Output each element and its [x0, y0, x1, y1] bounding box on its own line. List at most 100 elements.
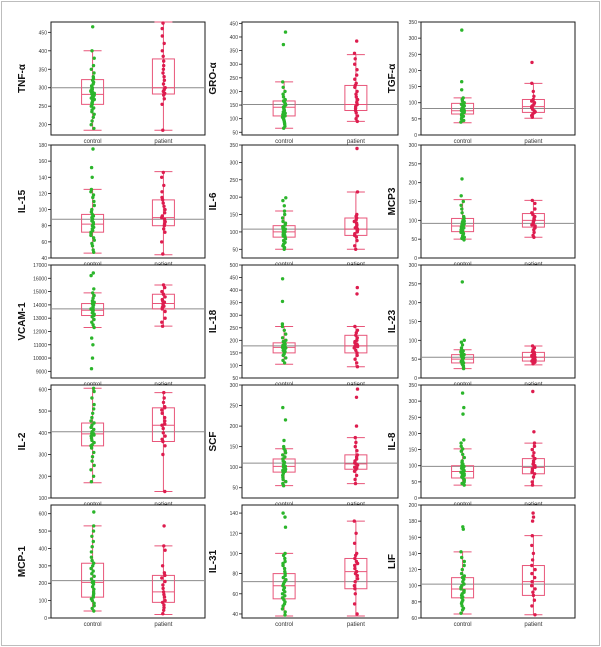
- y-tick-label: 300: [230, 383, 239, 389]
- y-tick-label: 11000: [33, 343, 47, 349]
- data-point: [283, 610, 287, 614]
- data-point: [161, 426, 165, 431]
- data-point: [89, 190, 93, 194]
- series-control: control: [81, 510, 105, 628]
- data-point: [163, 489, 167, 494]
- data-point: [352, 541, 357, 545]
- y-tick-label: 350: [39, 67, 48, 73]
- data-point: [160, 26, 164, 31]
- data-point: [533, 613, 537, 617]
- data-point: [460, 88, 464, 92]
- y-tick-label: 450: [230, 21, 239, 27]
- y-tick-label: 250: [230, 178, 239, 184]
- y-tick-label: 500: [39, 529, 48, 535]
- y-axis-label: GRO-α: [208, 62, 219, 95]
- data-point: [89, 367, 94, 371]
- series-control: control: [272, 511, 296, 628]
- x-category-label: control: [454, 139, 472, 145]
- y-tick-label: 300: [39, 86, 48, 92]
- data-point: [283, 556, 287, 561]
- data-point: [280, 277, 285, 281]
- data-point: [91, 343, 95, 347]
- series-control: control: [451, 28, 475, 145]
- y-tick-label: 80: [232, 572, 238, 578]
- data-point: [531, 89, 535, 94]
- data-point: [89, 233, 93, 238]
- data-point: [89, 67, 94, 72]
- data-point: [284, 196, 288, 200]
- data-point: [533, 201, 537, 206]
- data-point: [353, 566, 357, 571]
- data-point: [91, 296, 95, 300]
- data-point: [353, 77, 357, 81]
- data-point: [353, 85, 357, 90]
- y-tick-label: 200: [230, 338, 239, 344]
- data-point: [355, 97, 360, 102]
- data-point: [162, 608, 166, 612]
- y-axis-label: IL-8: [387, 432, 398, 450]
- data-point: [92, 510, 96, 514]
- series-patient: patient: [344, 387, 368, 508]
- y-tick-label: 300: [409, 143, 418, 149]
- data-point: [163, 419, 167, 423]
- data-point: [281, 42, 286, 47]
- y-axis-label: VCAM-1: [17, 302, 28, 341]
- data-point: [91, 291, 95, 295]
- y-tick-label: 100: [230, 363, 239, 369]
- data-point: [353, 62, 357, 66]
- data-point: [162, 75, 166, 79]
- data-point: [162, 224, 166, 228]
- data-point: [161, 71, 165, 75]
- y-tick-label: 150: [230, 103, 239, 109]
- y-tick-label: 350: [230, 143, 239, 149]
- data-point: [281, 484, 286, 488]
- y-tick-label: 200: [230, 195, 239, 201]
- data-point: [281, 353, 285, 358]
- y-tick-label: 120: [39, 191, 48, 197]
- plot-frame: [420, 21, 576, 136]
- data-point: [92, 587, 96, 591]
- data-point: [162, 63, 166, 68]
- data-point: [163, 230, 167, 234]
- x-category-label: patient: [154, 139, 172, 145]
- series-patient: patient: [344, 39, 368, 145]
- data-point: [91, 411, 95, 415]
- data-point: [90, 534, 94, 538]
- y-tick-label: 50: [411, 480, 417, 486]
- y-tick-label: 50: [232, 247, 238, 253]
- data-point: [354, 395, 359, 399]
- data-point: [161, 283, 166, 287]
- data-point: [533, 465, 537, 469]
- panel-13: 0 100 200 300 400 500 600 MCP-1 control patient: [17, 504, 206, 628]
- y-axis-label: IL-23: [387, 309, 398, 333]
- data-point: [353, 477, 357, 482]
- data-point: [353, 444, 357, 449]
- data-point: [533, 575, 537, 580]
- data-point: [90, 558, 94, 563]
- y-tick-label: 80: [41, 224, 47, 230]
- x-category-label: patient: [154, 622, 172, 628]
- data-point: [354, 247, 358, 251]
- y-axis-label: IL-6: [208, 192, 219, 210]
- y-tick-label: 350: [230, 301, 239, 307]
- data-point: [355, 612, 359, 616]
- data-point: [280, 607, 285, 611]
- y-tick-label: 250: [409, 415, 418, 421]
- data-point: [160, 102, 164, 107]
- data-point: [530, 447, 534, 452]
- data-point: [92, 433, 96, 437]
- data-point: [163, 579, 167, 584]
- y-axis-label: MCP3: [387, 187, 398, 215]
- data-point: [461, 412, 465, 416]
- data-point: [89, 480, 94, 484]
- data-point: [355, 119, 359, 124]
- data-point: [283, 212, 287, 217]
- data-point: [161, 612, 165, 616]
- data-point: [160, 34, 164, 38]
- data-point: [163, 285, 167, 290]
- data-point: [90, 119, 94, 123]
- data-point: [161, 198, 165, 202]
